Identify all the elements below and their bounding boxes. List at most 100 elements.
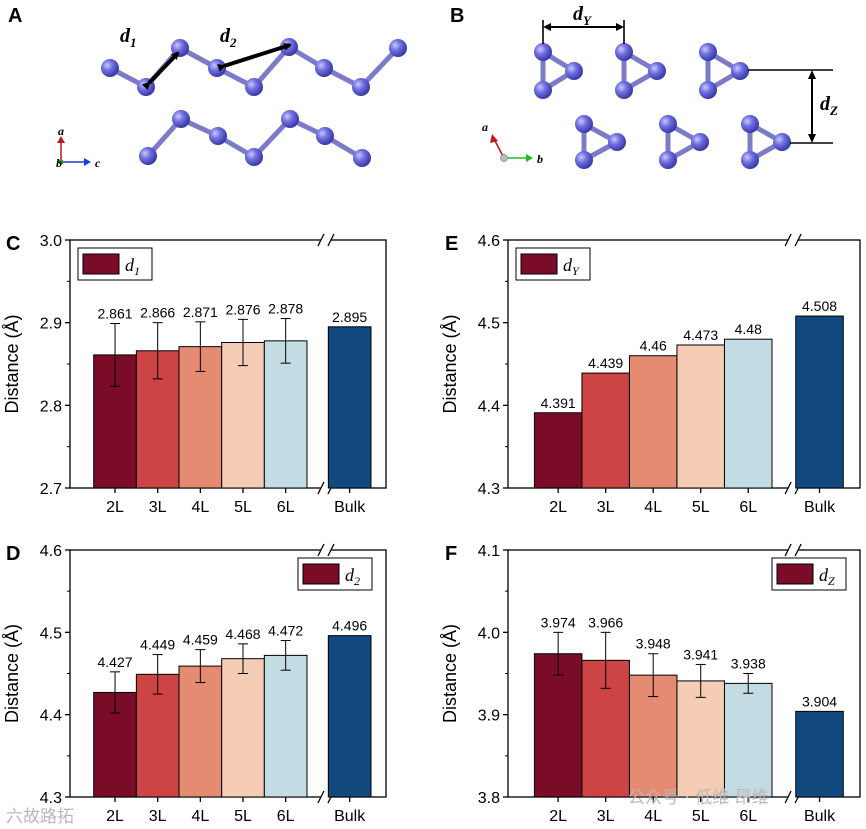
bar-5L [676,680,725,798]
y-axis-label: Distance (Å) [440,314,460,413]
legend-label: dY [563,255,580,278]
watermark-right: 公众号 · 低维 昂维 [628,788,769,808]
atom [773,133,791,151]
panel-label-a: A [8,5,22,27]
y-tick-label: 4.5 [478,316,500,333]
atom [171,39,189,57]
x-tick-label: 6L [277,808,295,825]
atom [741,151,759,169]
dy-head-right [616,23,624,31]
legend-swatch [776,563,814,585]
panel-label-d: D [6,543,20,565]
x-tick-label: Bulk [334,808,366,825]
atom [659,115,677,133]
axis-a-label: a [58,124,64,138]
value-label: 4.449 [140,637,175,653]
y-tick-label: 4.6 [478,233,500,250]
axis-break-slash [317,790,325,804]
value-label: 2.895 [332,309,367,325]
y-tick-label: 4.5 [40,625,62,642]
x-tick-label: 3L [597,499,615,516]
atom [648,62,666,80]
d2-label: d2 [220,25,237,50]
atom [565,62,583,80]
value-label: 3.974 [541,614,576,630]
legend-swatch [82,253,120,275]
axis-break-gap [320,237,331,243]
axis-break-gap [320,794,331,800]
chart-f-dz: 3.8 3.9 4.0 4.1 Distance (Å) 3.974 2L 3.966 3L 3.… [440,543,861,825]
atom [316,127,334,145]
x-tick-label: Bulk [334,499,366,516]
y-tick-label: 4.3 [478,481,500,498]
x-tick-label: 3L [149,808,167,825]
legend-subscript: Z [828,574,835,588]
axes-triad-a: a b c [56,124,101,170]
axis-break-gap [320,485,331,491]
atom [659,151,677,169]
structure-a: d1 d2 a b c [56,25,407,170]
x-tick-label: 5L [234,499,252,516]
atom [615,81,633,99]
atom [575,115,593,133]
y-axis-label: Distance (Å) [440,624,460,723]
legend-letter: d [125,255,135,275]
atom [245,78,263,96]
x-tick-label: 4L [644,499,662,516]
y-tick-label: 4.1 [478,543,500,560]
axis-break-slash [317,233,325,247]
bar-4L [628,355,678,489]
panel-label-e: E [445,233,458,255]
atom [534,81,552,99]
y-tick-label: 2.7 [40,481,62,498]
atom [172,110,190,128]
x-tick-label: Bulk [804,499,836,516]
bar-Bulk [795,710,844,798]
value-label: 4.439 [588,355,623,371]
axis-break-gap [788,547,799,553]
value-label: 2.861 [98,305,133,321]
value-label: 4.468 [225,626,260,642]
atom [741,115,759,133]
bar-Bulk [327,635,372,798]
value-label: 3.938 [731,656,766,672]
bar-6L [723,338,773,489]
legend-swatch [520,253,558,275]
axis-b-a-label: a [482,120,488,134]
d1-label: d1 [120,25,137,50]
value-label: 3.941 [683,646,718,662]
atom [699,81,717,99]
atom [608,133,626,151]
legend-subscript: 1 [134,264,140,278]
y-tick-label: 4.0 [478,625,500,642]
legend-subscript: Y [572,264,580,278]
d1-arrow [141,51,180,91]
y-tick-label: 3.9 [478,708,500,725]
x-tick-label: 4L [191,808,209,825]
legend-label: d2 [345,565,360,588]
value-label: 4.472 [268,623,303,639]
axis-b-a-head [490,134,498,143]
axis-b-dot [58,159,64,165]
x-tick-label: 3L [597,808,615,825]
x-tick-label: 5L [692,808,710,825]
dz-label: dZ [820,93,838,118]
atom [101,59,119,77]
bar-5L [221,658,265,798]
y-tick-label: 3.8 [478,790,500,807]
legend-label: dZ [819,565,835,588]
dy-bracket: dY [542,3,625,44]
atom [281,110,299,128]
chart-e-dy: 4.3 4.4 4.5 4.6 Distance (Å) 4.391 2L 4.439 3L 4.… [440,233,861,516]
legend-swatch [302,563,340,585]
value-label: 4.48 [735,321,762,337]
atom [208,59,226,77]
value-label: 2.871 [183,304,218,320]
dy-label: dY [573,3,592,28]
atom [353,149,371,167]
axis-c-label: c [95,156,101,170]
axis-break-gap [788,794,799,800]
atom [245,148,263,166]
y-axis-label: Distance (Å) [2,624,22,723]
